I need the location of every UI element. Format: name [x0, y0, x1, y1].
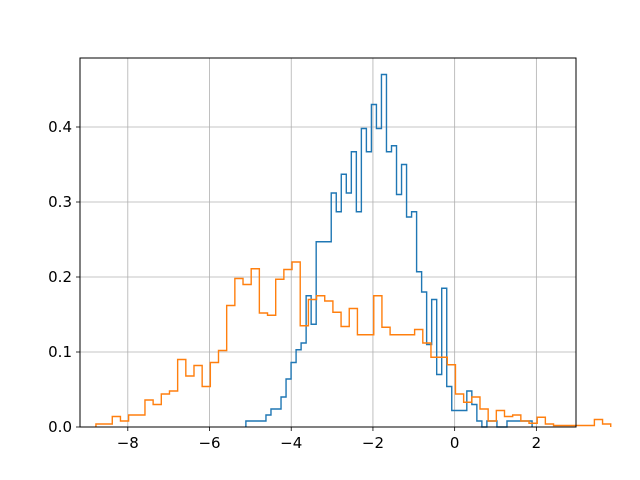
histogram-series-2: [95, 261, 612, 427]
series-layer: [95, 73, 612, 428]
x-tick-label: −4: [280, 434, 302, 452]
x-tick-label: −2: [362, 434, 384, 452]
y-tick-label: 0.2: [48, 268, 72, 286]
y-tick-label: 0.1: [48, 343, 72, 361]
y-tick-label: 0.3: [48, 193, 72, 211]
y-axis-ticks: 0.0 0.1 0.2 0.3 0.4: [48, 118, 80, 436]
x-axis-ticks: −8 −6 −4 −2 0 2: [117, 427, 541, 452]
x-tick-label: 2: [532, 434, 542, 452]
x-tick-label: −8: [117, 434, 139, 452]
x-tick-label: 0: [450, 434, 460, 452]
y-tick-label: 0.0: [48, 418, 72, 436]
histogram-series-1: [245, 73, 533, 428]
x-tick-label: −6: [198, 434, 220, 452]
y-tick-label: 0.4: [48, 118, 72, 136]
plot-frame: [79, 57, 577, 428]
